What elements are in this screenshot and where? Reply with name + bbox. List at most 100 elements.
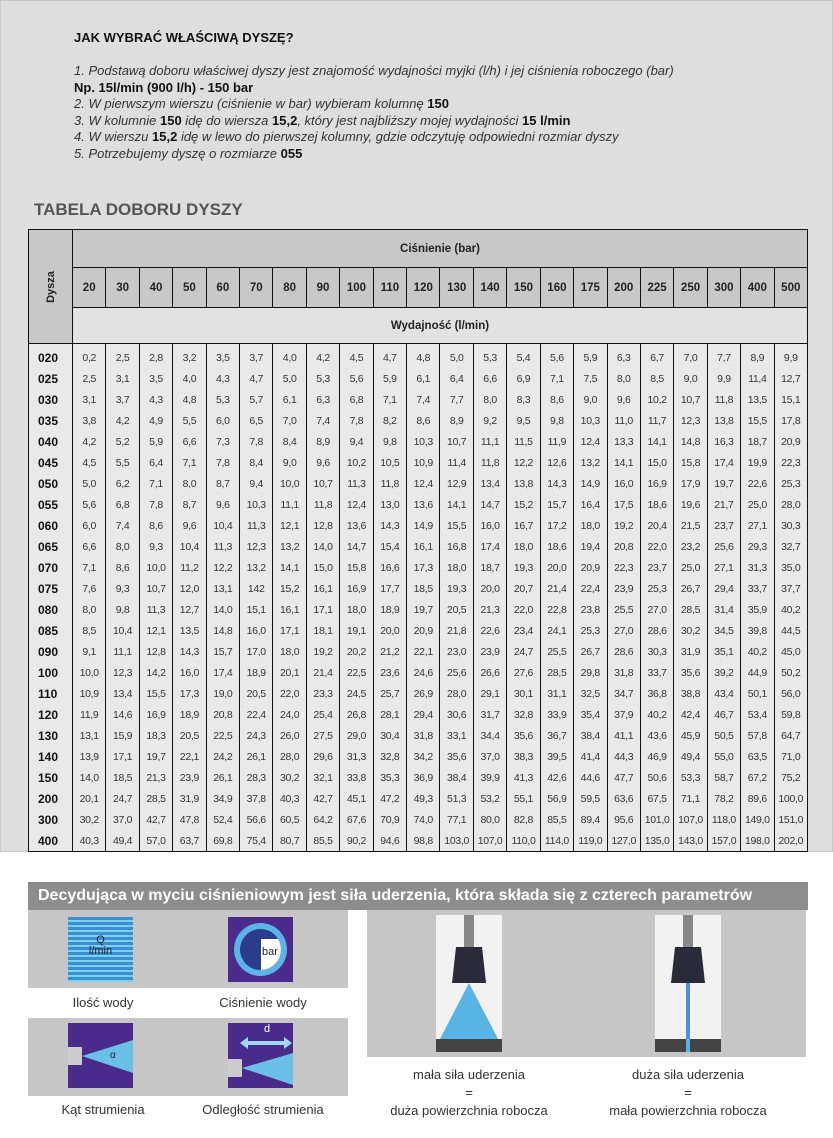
flow-cell: 22,0	[506, 599, 541, 621]
flow-cell: 25,0	[673, 557, 708, 579]
flow-cell: 30,3	[639, 641, 675, 663]
flow-cell: 23,4	[506, 620, 541, 642]
flow-cell: 23,2	[673, 536, 708, 558]
flow-cell: 29,6	[305, 746, 341, 768]
table-row: 070 7,1 8,6 10,0 11,2 12,2 13,2 14,1 15,0 15,8 16,…	[28, 557, 809, 579]
flow-cell: 12,7	[773, 368, 809, 390]
flow-cell: 8,4	[272, 431, 307, 453]
flow-cell: 64,2	[305, 809, 341, 831]
flow-cell: 3,7	[239, 343, 274, 369]
flow-cell: 7,8	[205, 452, 241, 474]
caption-line: mała powierzchnia robocza	[609, 1103, 767, 1118]
step-2: 2. W pierwszym wierszu (ciśnienie w bar)…	[74, 96, 814, 113]
flow-cell: 23,7	[706, 515, 742, 537]
flow-cell: 9,3	[138, 536, 174, 558]
spray-comparison-box	[367, 910, 806, 1057]
nozzle-size: 040	[28, 431, 73, 453]
flow-cell: 16,3	[706, 431, 742, 453]
flow-cell: 75,2	[773, 767, 809, 789]
table-row: 085 8,5 10,4 12,1 13,5 14,8 16,0 17,1 18,1 19,1 20…	[28, 620, 809, 642]
flow-cell: 10,9	[71, 683, 107, 705]
flow-cell: 29,4	[406, 704, 441, 726]
flow-cell: 19,2	[305, 641, 341, 663]
example: Np. 15l/min (900 l/h) - 150 bar	[74, 80, 814, 97]
flow-cell: 82,8	[506, 809, 541, 831]
flow-cell: 14,1	[606, 452, 641, 474]
param-label: Kąt strumienia	[61, 1102, 145, 1117]
flow-cell: 7,8	[239, 431, 274, 453]
flow-cell: 13,5	[740, 389, 775, 411]
flow-cell: 36,9	[406, 767, 441, 789]
flow-cell: 9,3	[105, 578, 140, 600]
flow-cell: 8,5	[639, 368, 675, 390]
flow-cell: 20,9	[773, 431, 809, 453]
how-to-title: JAK WYBRAĆ WŁAŚCIWĄ DYSZĘ?	[74, 30, 294, 45]
flow-cell: 3,5	[138, 368, 174, 390]
flow-cell: 9,9	[773, 343, 809, 369]
flow-cell: 41,1	[606, 725, 641, 747]
flow-cell: 42,6	[539, 767, 575, 789]
flow-cell: 29,4	[706, 578, 742, 600]
nozzle-size: 090	[28, 641, 73, 663]
flow-cell: 18,6	[639, 494, 675, 516]
flow-cell: 40,2	[740, 641, 775, 663]
flow-cell: 16,1	[406, 536, 441, 558]
high-impact-caption: duża siła uderzenia = mała powierzchnia …	[578, 1066, 798, 1120]
flow-cell: 80,0	[472, 809, 508, 831]
table-row: 045 4,5 5,5 6,4 7,1 7,8 8,4 9,0 9,6 10,2 10,5 10,9 1…	[28, 452, 809, 474]
flow-cell: 16,7	[506, 515, 541, 537]
flow-cell: 89,4	[573, 809, 608, 831]
wide-spray-image	[436, 915, 502, 1052]
flow-cell: 22,5	[205, 725, 241, 747]
flow-cell: 20,1	[272, 662, 307, 684]
flow-cell: 50,2	[773, 662, 809, 684]
flow-cell: 10,7	[305, 473, 341, 495]
flow-cell: 12,0	[172, 578, 207, 600]
flow-cell: 5,2	[105, 431, 140, 453]
flow-cell: 70,9	[372, 809, 408, 831]
flow-cell: 6,0	[71, 515, 107, 537]
flow-cell: 22,1	[406, 641, 441, 663]
flow-cell: 10,4	[105, 620, 140, 642]
flow-cell: 30,4	[372, 725, 408, 747]
nozzle-size: 130	[28, 725, 73, 747]
flow-cell: 46,7	[706, 704, 742, 726]
table-row: 120 11,9 14,6 16,9 18,9 20,8 22,4 24,0 25,4 26,8 2…	[28, 704, 809, 726]
flow-cell: 29,8	[573, 662, 608, 684]
step-text: idę do wiersza	[181, 112, 273, 128]
flow-cell: 15,1	[773, 389, 809, 411]
step-4: 4. W wierszu 15,2 idę w lewo do pierwsze…	[74, 129, 814, 146]
flow-cell: 9,0	[673, 368, 708, 390]
flow-cell: 78,2	[706, 788, 742, 810]
flow-cell: 9,1	[71, 641, 107, 663]
flow-cell: 4,7	[372, 343, 408, 369]
flow-cell: 2,5	[71, 368, 107, 390]
flow-cell: 21,5	[673, 515, 708, 537]
flow-cell: 13,4	[105, 683, 140, 705]
flow-cell: 19,3	[506, 557, 541, 579]
flow-cell: 8,3	[506, 389, 541, 411]
flow-cell: 3,1	[105, 368, 140, 390]
nozzle-size: 080	[28, 599, 73, 621]
flow-cell: 67,5	[639, 788, 675, 810]
flow-cell: 31,1	[539, 683, 575, 705]
flow-cell: 67,2	[740, 767, 775, 789]
flow-cell: 16,0	[172, 662, 207, 684]
nozzle-size: 150	[28, 767, 73, 789]
flow-cell: 85,5	[305, 830, 341, 852]
flow-cell: 90,2	[339, 830, 374, 852]
step-bold: 15,2	[272, 112, 298, 128]
flow-cell: 35,3	[372, 767, 408, 789]
caption-eq: =	[684, 1085, 692, 1100]
flow-cell: 10,0	[138, 557, 174, 579]
flow-cell: 31,7	[472, 704, 508, 726]
flow-cell: 11,7	[639, 410, 675, 432]
flow-cell: 24,7	[105, 788, 140, 810]
pressure-200: 200	[606, 267, 641, 308]
flow-cell: 5,6	[71, 494, 107, 516]
flow-cell: 10,0	[272, 473, 307, 495]
flow-cell: 21,7	[706, 494, 742, 516]
flow-cell: 7,5	[573, 368, 608, 390]
flow-cell: 19,0	[205, 683, 241, 705]
flow-cell: 10,4	[205, 515, 241, 537]
